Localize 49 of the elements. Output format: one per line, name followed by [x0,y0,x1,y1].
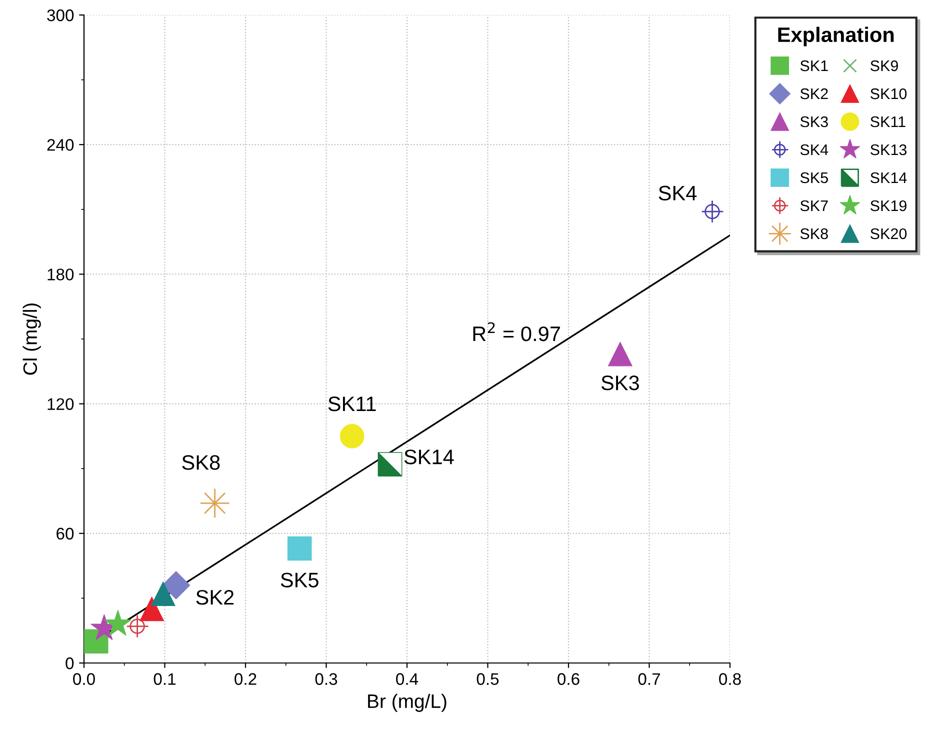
legend-label: SK11 [870,116,906,128]
x-tick-label: 0.6 [558,673,580,685]
point [287,536,312,561]
point [126,615,148,638]
x-tick-label: 0.5 [476,673,499,685]
x-tick-label: 0.4 [396,673,418,685]
annotation: SK11 [328,396,376,412]
legend-label: SK2 [800,88,828,100]
y-tick-label: 120 [48,398,74,410]
y-tick-label: 60 [56,528,74,540]
y-tick-label: 240 [47,139,74,151]
x-tick-label: 0.2 [234,673,256,685]
legend-label: SK13 [870,144,907,156]
x-tick-label: 0.1 [154,673,176,685]
annotation: SK2 [196,590,234,605]
annotation: SK5 [280,572,318,588]
annotation: SK8 [182,455,220,470]
x-tick-label: 0.8 [719,673,741,685]
point [200,488,230,518]
legend-label: SK4 [800,144,828,156]
point [104,610,132,636]
point [340,424,364,448]
legend-label: SK1 [800,60,828,72]
legend-label: SK10 [870,88,907,100]
annotation: SK4 [658,186,697,200]
legend-title: Explanation [778,26,894,46]
x-tick-label: 0.0 [73,673,95,685]
point [701,200,724,223]
legend-label: SK14 [870,172,907,184]
annotation: R$^{2}$ = 0.97 [473,322,560,342]
legend-label: SK19 [870,200,906,212]
y-tick-label: 300 [47,9,74,22]
legend-label: SK9 [870,60,898,72]
x-tick-label: 0.3 [315,673,338,685]
y-tick-label: 0 [66,657,74,670]
legend-label: SK5 [800,172,828,184]
point [140,596,164,622]
legend-label: SK7 [800,200,828,212]
legend-label: SK3 [800,116,828,128]
point [150,582,176,606]
x-tick-label: 0.7 [638,673,660,685]
legend-label: SK8 [800,228,828,240]
y-tick-label: 180 [48,268,74,280]
annotation: SK3 [601,376,639,390]
annotation: SK14 [404,450,454,464]
point [608,342,632,366]
legend-label: SK20 [870,228,907,240]
y-axis-title: Cl (mg/l) [22,303,41,375]
x-axis-title: Br (mg/L) [368,694,446,712]
